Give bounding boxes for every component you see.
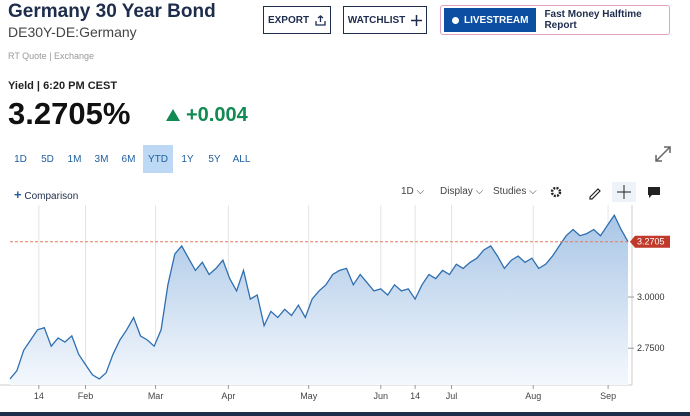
export-icon: [315, 14, 326, 26]
title: Germany 30 Year Bond: [8, 1, 216, 22]
x-tick-label: Feb: [78, 391, 94, 401]
reference-label: 3.2705: [637, 237, 665, 247]
up-arrow: [166, 109, 180, 121]
watchlist-button[interactable]: WATCHLIST: [343, 6, 427, 34]
symbol: DE30Y-DE:Germany: [8, 24, 137, 40]
yield-label: Yield | 6:20 PM CEST: [8, 80, 118, 92]
range-button[interactable]: 3M: [94, 153, 109, 165]
show-title: Fast Money Halftime Report: [544, 9, 642, 31]
studies-label: Studies: [493, 186, 527, 197]
draw-icon[interactable]: [589, 188, 601, 200]
display-menu[interactable]: Display ⌵: [440, 186, 484, 197]
bottom-bar: [0, 412, 690, 416]
livestream-tag: LIVESTREAM: [444, 8, 537, 32]
y-tick-label: 2.7500: [637, 343, 665, 353]
comment-icon[interactable]: [648, 187, 660, 198]
comparison-label: Comparison: [24, 191, 79, 202]
x-tick-label: 14: [410, 391, 420, 401]
x-tick-label: Jun: [374, 391, 389, 401]
range-button[interactable]: YTD: [143, 145, 173, 173]
comparison[interactable]: + Comparison: [14, 187, 79, 202]
livestream-label: LIVESTREAM: [464, 14, 529, 26]
studies-menu[interactable]: Studies ⌵: [493, 186, 537, 197]
crosshair-icon[interactable]: [617, 185, 631, 199]
settings-icon[interactable]: [550, 186, 562, 198]
expand-icon[interactable]: [654, 145, 672, 163]
last-price: 3.2705%: [8, 96, 131, 131]
y-tick-label: 3.0000: [637, 292, 665, 302]
chart: 14 Feb Mar Apr May Jun 14 Jul Aug Sep 2.7500 3.0000…: [0, 205, 690, 416]
live-dot: [452, 16, 459, 24]
x-tick-label: Sep: [600, 391, 616, 401]
watchlist-label: WATCHLIST: [347, 14, 406, 26]
chart-tools: [550, 182, 660, 202]
export-label: EXPORT: [267, 14, 310, 26]
x-tick-label: May: [300, 391, 318, 401]
x-tick-label: 14: [34, 391, 44, 401]
plus-icon: [411, 14, 423, 26]
x-tick-label: Aug: [525, 391, 541, 401]
line: [9, 213, 629, 380]
x-tick-label: Jul: [446, 391, 458, 401]
range-selector: 1D 5D 1M 3M 6M YTD 1Y 5Y ALL: [8, 145, 256, 173]
reference-tag: [630, 235, 670, 248]
interval-label: 1D: [401, 186, 414, 197]
interval-menu[interactable]: 1D ⌵: [401, 186, 425, 197]
range-button[interactable]: 5Y: [208, 153, 221, 165]
source: RT Quote | Exchange: [8, 51, 95, 61]
area-fill: [10, 215, 628, 385]
x-tick-label: Apr: [221, 391, 235, 401]
range-button[interactable]: 5D: [41, 153, 54, 165]
x-tick-label: Mar: [148, 391, 164, 401]
range-button[interactable]: ALL: [232, 153, 251, 165]
display-label: Display: [440, 186, 473, 197]
change: +0.004: [186, 104, 248, 126]
range-button[interactable]: 1Y: [181, 153, 194, 165]
range-button[interactable]: 1M: [67, 153, 82, 165]
range-button[interactable]: 1D: [14, 153, 27, 165]
livestream-box[interactable]: LIVESTREAM Fast Money Halftime Report: [440, 5, 670, 35]
range-button[interactable]: 6M: [121, 153, 136, 165]
export-button[interactable]: EXPORT: [263, 6, 331, 34]
